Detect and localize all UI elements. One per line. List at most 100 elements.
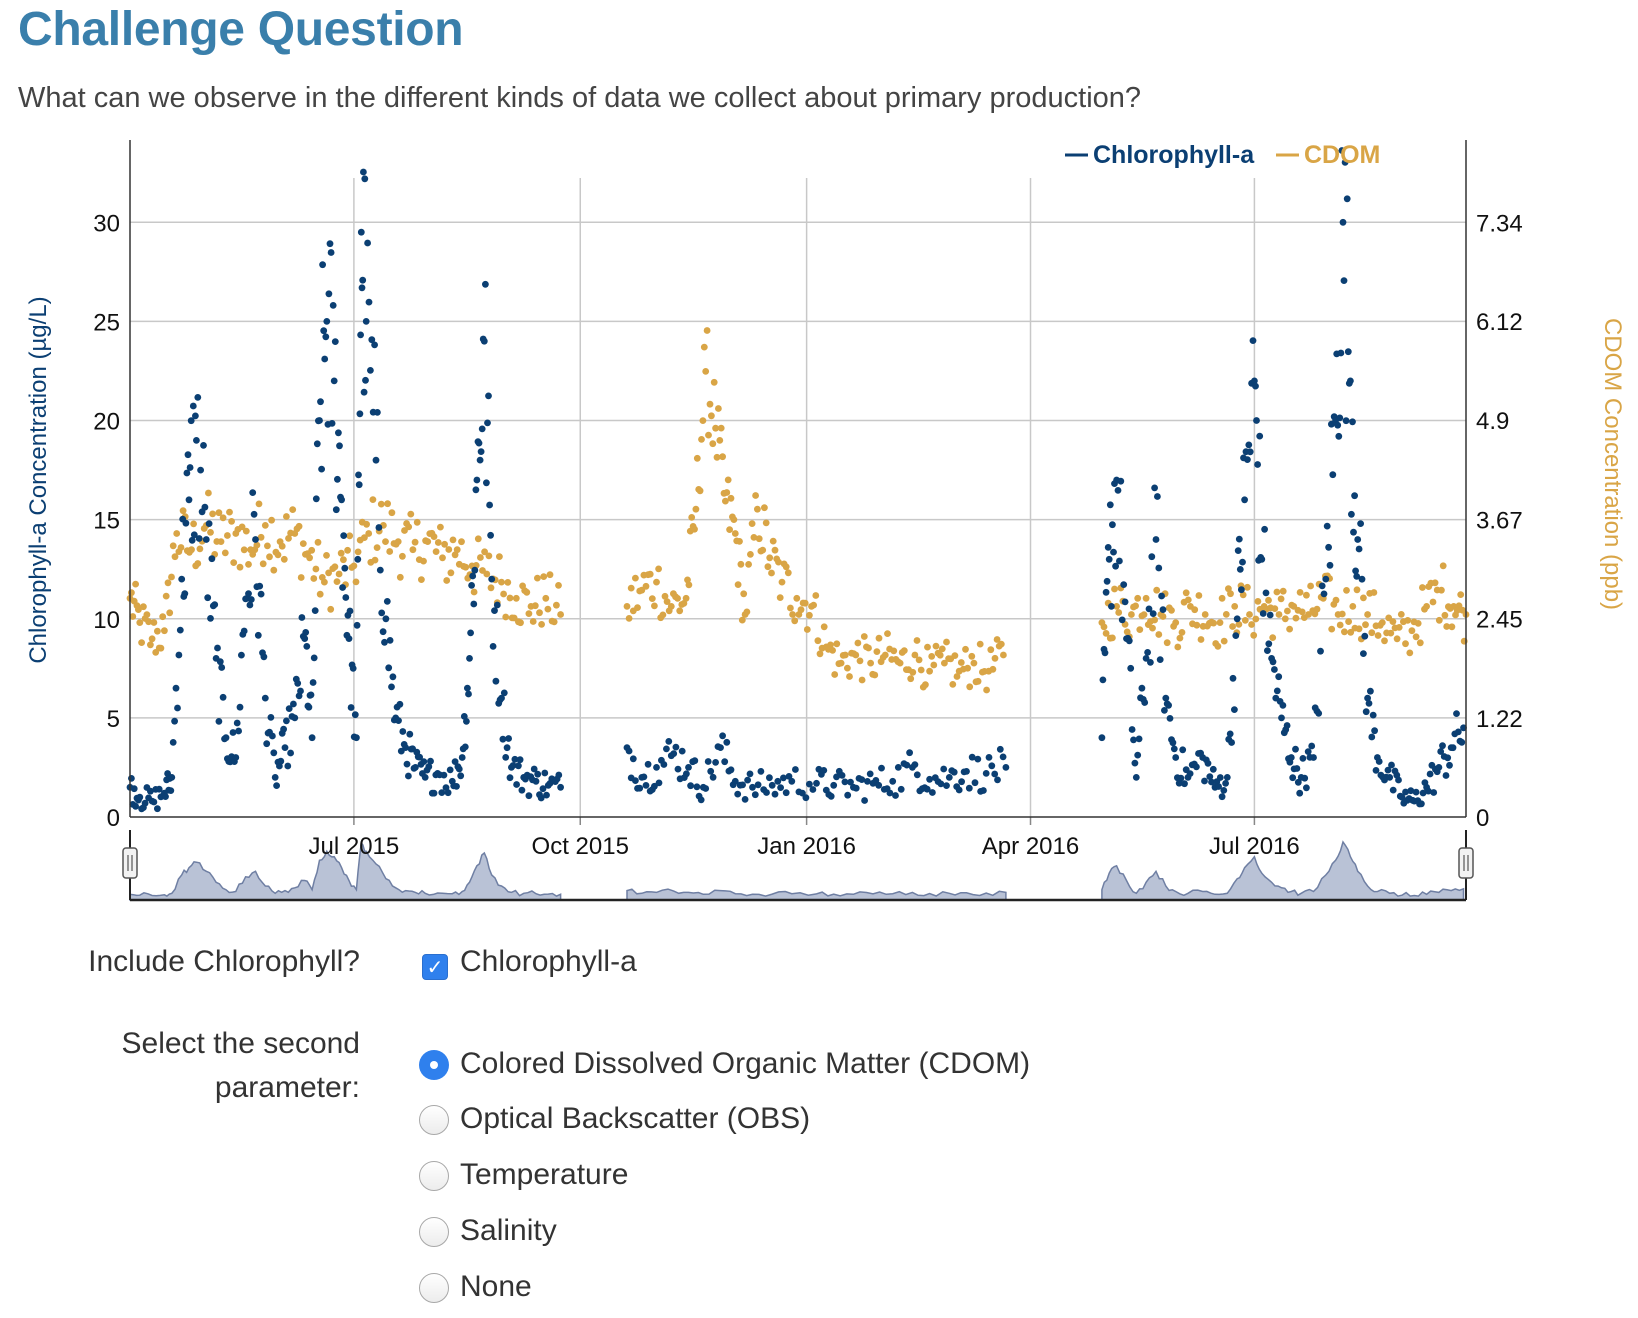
CDOM-point: [205, 489, 212, 497]
Chlorophyll-a-point: [402, 744, 409, 751]
CDOM-point: [1182, 589, 1190, 597]
CDOM-point: [682, 594, 690, 602]
CDOM-point: [680, 600, 688, 607]
CDOM-point: [289, 506, 297, 513]
y-right-tick-label: 4.9: [1476, 408, 1509, 435]
radio-option-2[interactable]: [419, 1161, 449, 1191]
CDOM-point: [219, 514, 227, 522]
Chlorophyll-a-point: [672, 743, 680, 751]
Chlorophyll-a-point: [188, 536, 196, 544]
Chlorophyll-a-point: [175, 651, 183, 659]
Chlorophyll-a-point: [1229, 674, 1237, 682]
CDOM-point: [161, 627, 168, 635]
handle-grip: [122, 847, 138, 879]
y-right-tick-label: 2.45: [1476, 607, 1523, 634]
CDOM-point: [1115, 609, 1123, 616]
Chlorophyll-a-point: [780, 774, 787, 782]
Chlorophyll-a-point: [442, 784, 450, 791]
radio-option-0[interactable]: [419, 1050, 449, 1080]
Chlorophyll-a-point: [847, 778, 854, 786]
Chlorophyll-a-point: [1105, 555, 1113, 563]
Chlorophyll-a-point: [1418, 800, 1425, 808]
Chlorophyll-a-point: [506, 774, 514, 782]
Chlorophyll-a-point: [1271, 666, 1278, 673]
CDOM-point: [215, 509, 223, 517]
Chlorophyll-a-point: [136, 793, 144, 801]
Chlorophyll-a-point: [1138, 684, 1146, 692]
CDOM-point: [1406, 649, 1414, 657]
navigator-right-handle[interactable]: [1458, 847, 1474, 879]
navigator-left-handle[interactable]: [122, 847, 138, 879]
CDOM-point: [724, 476, 732, 484]
CDOM-point: [784, 569, 792, 577]
CDOM-point: [1128, 611, 1135, 618]
radio-option-4[interactable]: [419, 1273, 449, 1303]
CDOM-point: [159, 613, 167, 621]
Chlorophyll-a-point: [358, 284, 366, 292]
CDOM-point: [1149, 624, 1156, 632]
CDOM-point: [814, 637, 822, 645]
CDOM-point: [936, 651, 944, 659]
radio-option-3[interactable]: [419, 1217, 449, 1247]
CDOM-point: [1113, 603, 1120, 610]
CDOM-point: [740, 590, 748, 598]
CDOM-point: [737, 560, 745, 568]
CDOM-point: [529, 618, 537, 625]
CDOM-point: [306, 554, 313, 562]
radio-option-label[interactable]: Salinity: [460, 1214, 557, 1247]
chlorophyll-option-label[interactable]: Chlorophyll-a: [460, 945, 637, 978]
chlorophyll-checkbox[interactable]: ✓: [422, 954, 448, 980]
CDOM-point: [470, 588, 478, 596]
CDOM-point: [145, 618, 153, 626]
Chlorophyll-a-point: [530, 765, 538, 773]
CDOM-point: [747, 551, 754, 558]
CDOM-point: [1443, 623, 1451, 630]
Chlorophyll-a-point: [1170, 745, 1178, 753]
CDOM-point: [748, 520, 756, 527]
Chlorophyll-a-point: [766, 774, 773, 782]
Chlorophyll-a-point: [1165, 701, 1172, 709]
CDOM-point: [140, 603, 147, 611]
CDOM-point: [127, 589, 135, 597]
Chlorophyll-a-point: [254, 631, 262, 639]
radio-option-label[interactable]: Temperature: [460, 1158, 629, 1191]
CDOM-point: [852, 651, 860, 659]
Chlorophyll-a-point: [1310, 754, 1317, 761]
CDOM-point: [531, 602, 539, 610]
radio-option-label[interactable]: Colored Dissolved Organic Matter (CDOM): [460, 1047, 1031, 1080]
Chlorophyll-a-point: [1151, 484, 1158, 492]
CDOM-point: [926, 667, 933, 675]
radio-option-label[interactable]: Optical Backscatter (OBS): [460, 1102, 811, 1135]
Chlorophyll-a-point: [980, 787, 987, 794]
Chlorophyll-a-point: [1228, 739, 1235, 746]
Chlorophyll-a-point: [208, 555, 216, 563]
CDOM-point: [932, 642, 940, 650]
Chlorophyll-a-point: [1216, 774, 1224, 781]
radio-option-label[interactable]: None: [460, 1270, 532, 1303]
Chlorophyll-a-point: [1121, 598, 1129, 606]
Chlorophyll-a-point: [263, 740, 271, 748]
CDOM-point: [534, 574, 541, 582]
Chlorophyll-a-point: [1117, 477, 1125, 485]
CDOM-point: [169, 542, 177, 550]
CDOM-point: [627, 584, 635, 592]
Chlorophyll-a-point: [788, 777, 796, 785]
CDOM-point: [970, 659, 978, 667]
Chlorophyll-a-point: [471, 566, 479, 574]
Chlorophyll-a-point: [1437, 748, 1445, 755]
Chlorophyll-a-point: [269, 732, 276, 740]
CDOM-point: [1305, 611, 1312, 618]
radio-option-1[interactable]: [419, 1105, 449, 1135]
Chlorophyll-a-point: [1201, 777, 1208, 785]
CDOM-point: [135, 606, 142, 613]
Chlorophyll-a-point: [365, 298, 373, 306]
Chlorophyll-a-point: [202, 536, 210, 543]
Chlorophyll-a-point: [1407, 787, 1415, 795]
Chlorophyll-a-point: [1226, 730, 1234, 738]
CDOM-point: [1229, 623, 1236, 630]
Chlorophyll-a-point: [222, 734, 230, 742]
CDOM-point: [991, 654, 999, 662]
CDOM-point: [693, 454, 701, 462]
Chlorophyll-a-point: [457, 772, 465, 780]
CDOM-point: [394, 538, 402, 545]
